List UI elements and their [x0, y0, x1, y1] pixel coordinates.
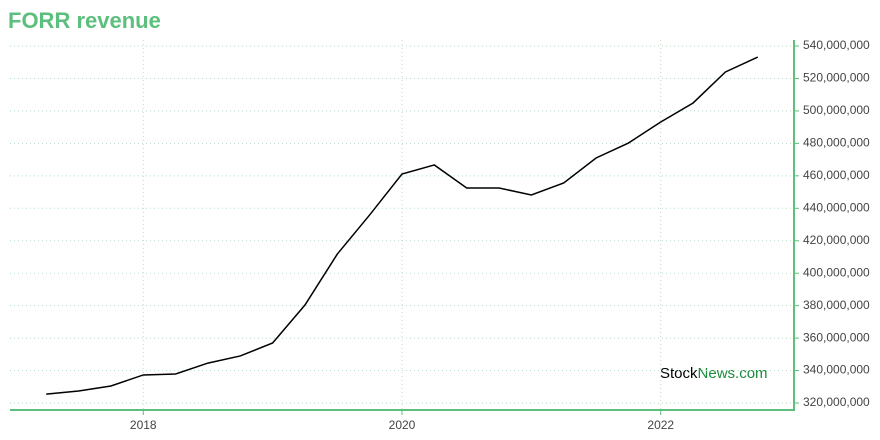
y-tick-label: 520,000,000	[803, 71, 870, 85]
y-tick-label: 420,000,000	[803, 233, 870, 247]
x-tick-label: 2018	[130, 418, 157, 432]
y-tick-label: 340,000,000	[803, 363, 870, 377]
y-tick-label: 380,000,000	[803, 298, 870, 312]
watermark: StockNews.com	[660, 365, 768, 382]
y-tick-label: 360,000,000	[803, 330, 870, 344]
watermark-part: News.com	[698, 365, 768, 382]
y-tick-label: 440,000,000	[803, 200, 870, 214]
y-tick-label: 320,000,000	[803, 395, 870, 409]
line	[46, 56, 759, 395]
y-tick-label: 500,000,000	[803, 103, 870, 117]
watermark-part: Stock	[660, 365, 698, 382]
y-tick-label: 540,000,000	[803, 38, 870, 52]
chart-title: FORR revenue	[8, 8, 161, 33]
y-tick-label: 480,000,000	[803, 136, 870, 150]
y-tick-label: 400,000,000	[803, 265, 870, 279]
y-tick-label: 460,000,000	[803, 168, 870, 182]
x-tick-label: 2022	[647, 418, 674, 432]
x-tick-label: 2020	[389, 418, 416, 432]
